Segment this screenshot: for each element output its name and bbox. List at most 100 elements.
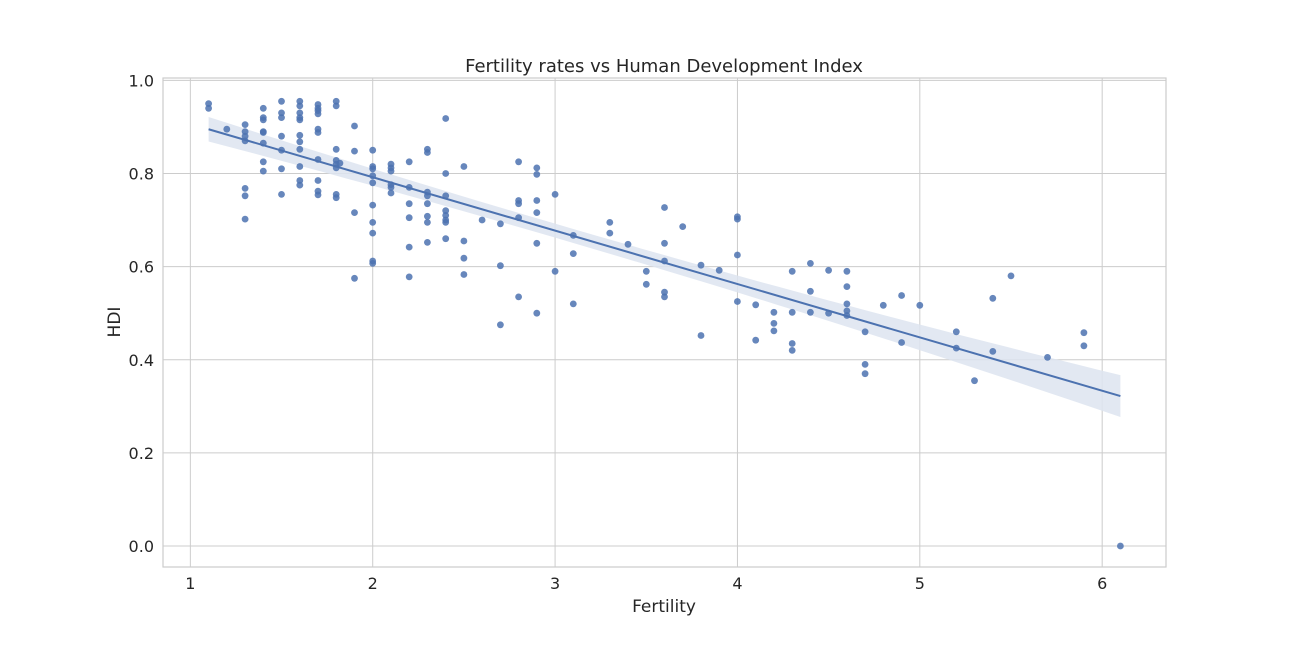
scatter-point <box>296 102 304 110</box>
scatter-point <box>278 114 285 121</box>
scatter-point <box>278 165 285 173</box>
scatter-point <box>278 109 285 117</box>
scatter-point <box>916 301 924 309</box>
y-tick-label: 0.2 <box>129 444 154 463</box>
scatter-point <box>1080 342 1088 350</box>
scatter-point <box>296 131 304 139</box>
scatter-point <box>241 215 249 223</box>
y-axis-ticks: 0.0 0.2 0.4 0.6 0.8 1.0 <box>129 71 154 556</box>
scatter-point <box>351 274 358 282</box>
chart-title: Fertility rates vs Human Development Ind… <box>465 56 863 77</box>
scatter-point <box>424 212 431 220</box>
scatter-point <box>898 292 905 299</box>
scatter-point <box>843 283 851 290</box>
scatter-point <box>460 163 468 170</box>
scatter-point <box>405 158 413 166</box>
scatter-point <box>259 116 267 124</box>
scatter-point <box>369 165 377 173</box>
scatter-point <box>296 109 304 117</box>
x-axis-ticks: 1 2 3 4 5 6 <box>185 574 1107 593</box>
scatter-point <box>241 192 249 200</box>
x-tick-label: 3 <box>550 574 560 593</box>
scatter-point <box>661 239 668 247</box>
scatter-point <box>606 229 614 237</box>
scatter-point <box>879 301 887 309</box>
scatter-point <box>205 104 213 112</box>
scatter-point <box>259 104 267 112</box>
scatter-point <box>788 347 796 354</box>
scatter-point <box>369 229 377 237</box>
scatter-point <box>515 293 522 301</box>
y-axis-title: HDI <box>105 307 125 338</box>
scatter-point <box>424 219 431 226</box>
scatter-point <box>515 200 522 208</box>
scatter-point <box>770 308 778 316</box>
scatter-point <box>314 177 322 184</box>
scatter-point <box>241 121 249 128</box>
scatter-point <box>442 170 450 177</box>
scatter-point <box>369 219 377 226</box>
scatter-point <box>314 110 322 118</box>
scatter-point <box>351 122 358 130</box>
scatter-point <box>861 328 869 336</box>
y-tick-label: 1.0 <box>129 71 154 90</box>
scatter-point <box>861 361 869 368</box>
scatter-point <box>734 298 741 305</box>
scatter-point <box>424 200 431 208</box>
scatter-point <box>296 145 304 153</box>
scatter-point <box>661 293 668 301</box>
scatter-point <box>296 138 304 146</box>
scatter-point <box>989 294 997 302</box>
scatter-point <box>825 266 832 274</box>
scatter-point <box>259 158 267 166</box>
scatter-point <box>569 250 577 257</box>
scatter-point <box>351 209 358 217</box>
scatter-point <box>770 327 778 335</box>
scatter-point <box>478 216 486 224</box>
scatter-point <box>405 243 413 251</box>
scatter-point <box>424 149 431 156</box>
scatter-point <box>259 167 267 175</box>
scatter-point <box>770 320 778 327</box>
scatter-point <box>296 116 304 124</box>
scatter-point <box>405 273 413 281</box>
scatter-point <box>533 164 541 172</box>
scatter-point <box>296 163 304 170</box>
scatter-point <box>332 145 340 153</box>
scatter-point <box>697 332 705 339</box>
scatter-point <box>442 219 450 226</box>
scatter-point <box>460 271 468 278</box>
scatter-point <box>679 223 687 231</box>
scatter-point <box>752 336 760 344</box>
x-axis-title: Fertility <box>632 597 696 617</box>
scatter-point <box>606 219 614 226</box>
scatter-point <box>1044 354 1051 361</box>
scatter-point <box>661 288 668 296</box>
scatter-point <box>1080 329 1088 337</box>
scatter-points <box>205 97 1124 550</box>
scatter-point <box>314 191 322 199</box>
scatter-point <box>533 309 541 317</box>
scatter-point <box>624 240 632 248</box>
x-tick-label: 4 <box>732 574 742 593</box>
scatter-point <box>332 194 340 202</box>
scatter-point <box>533 197 541 204</box>
scatter-point <box>551 191 559 198</box>
x-tick-label: 6 <box>1097 574 1107 593</box>
scatter-point <box>898 339 905 346</box>
scatter-point <box>278 132 285 140</box>
scatter-point <box>497 220 504 228</box>
scatter-point <box>460 254 468 262</box>
y-tick-label: 0.8 <box>129 164 154 183</box>
scatter-point <box>369 146 377 154</box>
scatter-point <box>788 308 796 316</box>
scatter-point <box>952 328 960 336</box>
scatter-point <box>734 251 741 259</box>
regression-line <box>208 128 1121 398</box>
y-tick-label: 0.0 <box>129 537 154 556</box>
scatter-point <box>807 308 814 316</box>
scatter-point <box>332 102 340 110</box>
scatter-point <box>569 300 577 308</box>
scatter-point <box>971 377 978 385</box>
